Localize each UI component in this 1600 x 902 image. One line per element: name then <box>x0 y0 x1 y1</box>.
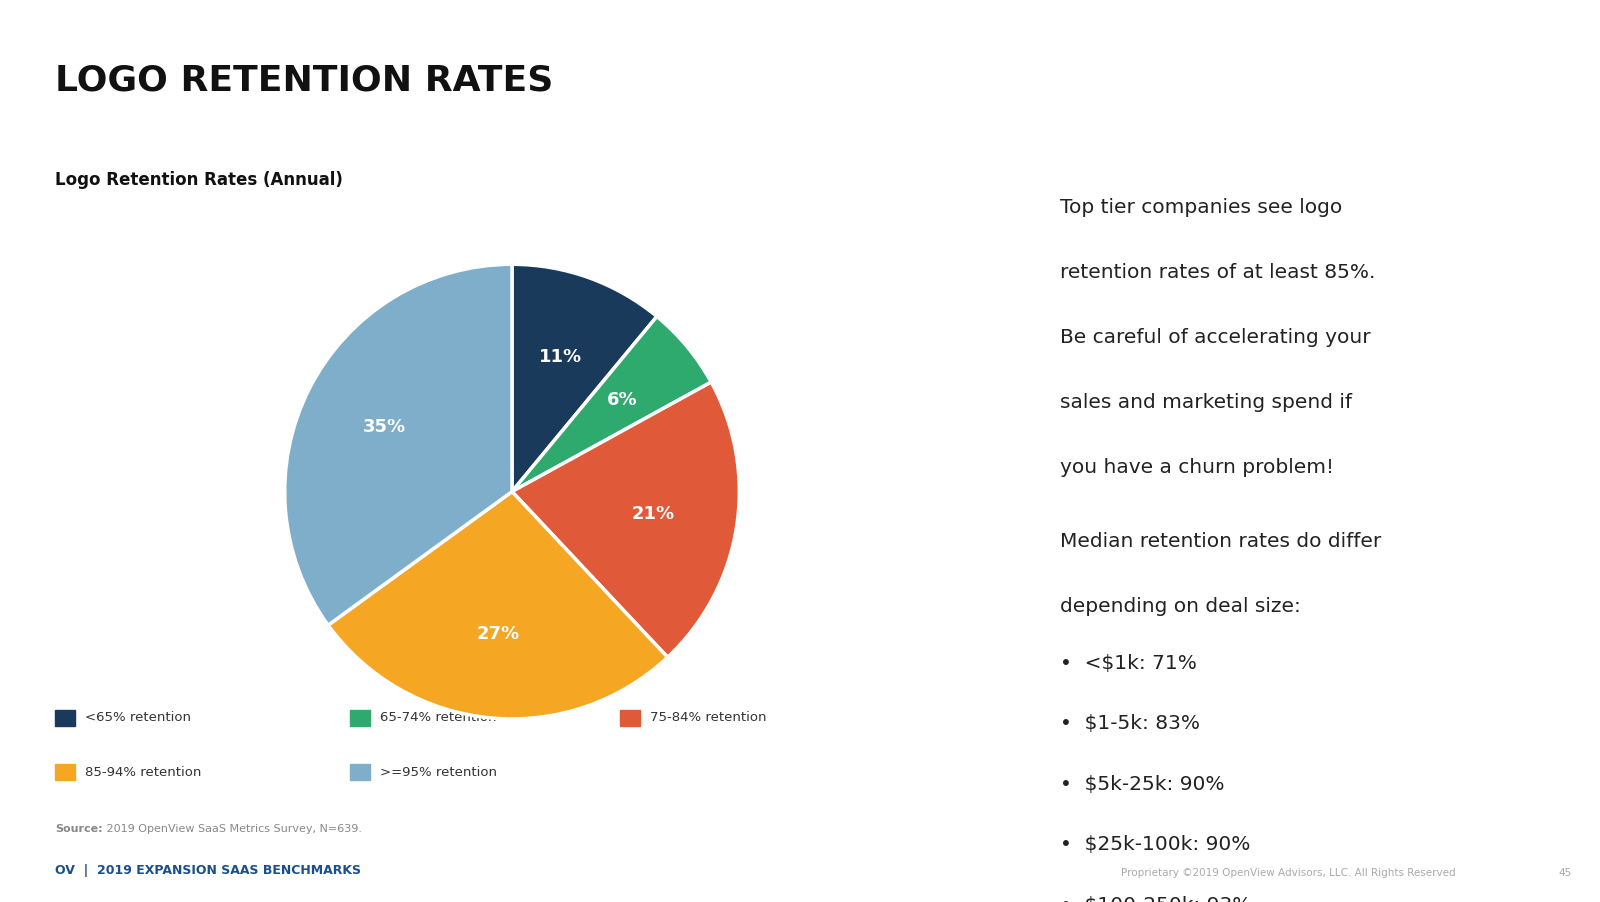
Text: depending on deal size:: depending on deal size: <box>1059 597 1301 616</box>
Text: sales and marketing spend if: sales and marketing spend if <box>1059 393 1352 412</box>
Bar <box>621 710 640 726</box>
Wedge shape <box>512 382 739 658</box>
Wedge shape <box>285 264 512 625</box>
Text: •  <$1k: 71%: • <$1k: 71% <box>1059 654 1197 673</box>
Text: 75-84% retention: 75-84% retention <box>650 712 766 724</box>
Bar <box>54 710 75 726</box>
Text: OV  |  2019 EXPANSION SAAS BENCHMARKS: OV | 2019 EXPANSION SAAS BENCHMARKS <box>54 864 362 877</box>
Bar <box>350 710 370 726</box>
Text: LOGO RETENTION RATES: LOGO RETENTION RATES <box>54 63 554 97</box>
Bar <box>54 764 75 780</box>
Bar <box>350 764 370 780</box>
Text: •  $1-5k: 83%: • $1-5k: 83% <box>1059 714 1200 733</box>
Text: 45: 45 <box>1558 868 1571 878</box>
Text: 27%: 27% <box>477 625 520 643</box>
Wedge shape <box>328 492 667 719</box>
Text: Median retention rates do differ: Median retention rates do differ <box>1059 532 1381 551</box>
Text: •  $25k-100k: 90%: • $25k-100k: 90% <box>1059 835 1250 854</box>
Text: Be careful of accelerating your: Be careful of accelerating your <box>1059 328 1371 347</box>
Wedge shape <box>512 264 658 492</box>
Text: 2019 OpenView SaaS Metrics Survey, N=639.: 2019 OpenView SaaS Metrics Survey, N=639… <box>102 824 362 834</box>
Text: Logo Retention Rates (Annual): Logo Retention Rates (Annual) <box>54 171 342 189</box>
Text: Source:: Source: <box>54 824 102 834</box>
Text: 65-74% retention: 65-74% retention <box>381 712 496 724</box>
Text: 85-94% retention: 85-94% retention <box>85 766 202 778</box>
Text: <65% retention: <65% retention <box>85 712 190 724</box>
Text: 21%: 21% <box>632 505 675 523</box>
Text: you have a churn problem!: you have a churn problem! <box>1059 458 1334 477</box>
Text: 6%: 6% <box>606 391 638 410</box>
Text: •  $5k-25k: 90%: • $5k-25k: 90% <box>1059 775 1224 794</box>
Text: 11%: 11% <box>539 348 582 366</box>
Text: 35%: 35% <box>363 418 406 436</box>
Text: >=95% retention: >=95% retention <box>381 766 498 778</box>
Text: retention rates of at least 85%.: retention rates of at least 85%. <box>1059 263 1376 282</box>
Text: Proprietary ©2019 OpenView Advisors, LLC. All Rights Reserved: Proprietary ©2019 OpenView Advisors, LLC… <box>1120 868 1456 878</box>
Text: •  $100-250k: 93%: • $100-250k: 93% <box>1059 896 1251 902</box>
Wedge shape <box>512 317 710 492</box>
Text: Top tier companies see logo: Top tier companies see logo <box>1059 198 1342 217</box>
